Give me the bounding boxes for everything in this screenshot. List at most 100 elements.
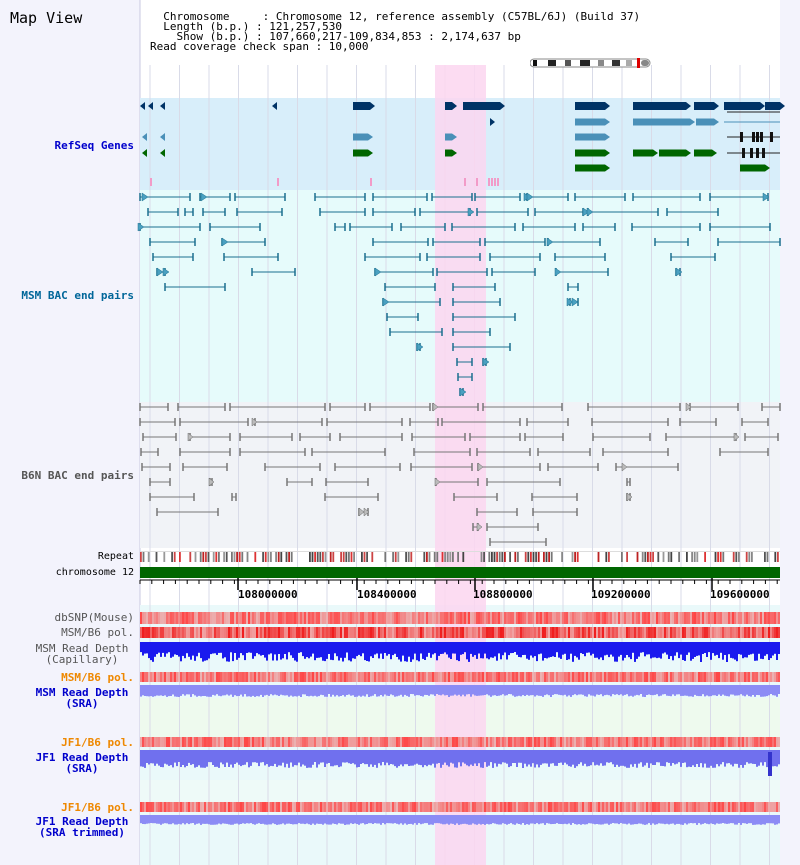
depth-bar bbox=[654, 750, 656, 765]
repeat-mark bbox=[446, 552, 449, 562]
heat-cell bbox=[150, 672, 152, 682]
depth-bar bbox=[236, 642, 238, 660]
heat-cell bbox=[366, 802, 368, 812]
heat-cell bbox=[322, 802, 324, 812]
heat-cell bbox=[402, 612, 404, 624]
depth-bar bbox=[384, 642, 386, 653]
heat-cell bbox=[558, 612, 560, 624]
label-jf1-depth-sra[interactable]: JF1 Read Depth (SRA) bbox=[35, 751, 129, 775]
heat-cell bbox=[712, 627, 714, 638]
depth-bar bbox=[478, 815, 480, 824]
depth-bar bbox=[174, 685, 176, 697]
depth-bar bbox=[620, 642, 622, 655]
heat-cell bbox=[500, 737, 502, 747]
depth-bar bbox=[710, 750, 712, 766]
depth-bar bbox=[420, 815, 422, 825]
depth-bar bbox=[506, 685, 508, 696]
heat-cell bbox=[238, 672, 240, 682]
label-dbsnp[interactable]: dbSNP(Mouse) bbox=[54, 611, 134, 624]
heat-cell bbox=[394, 627, 396, 638]
heat-cell bbox=[734, 802, 736, 812]
depth-bar bbox=[506, 642, 508, 660]
gene-arrow bbox=[690, 118, 695, 126]
depth-bar bbox=[242, 685, 244, 697]
heat-cell bbox=[320, 612, 322, 624]
heat-cell bbox=[294, 737, 296, 747]
depth-bar bbox=[500, 685, 502, 696]
heat-cell bbox=[154, 627, 156, 638]
label-msm-depth-sra[interactable]: MSM Read Depth (SRA) bbox=[35, 686, 129, 710]
depth-bar bbox=[302, 750, 304, 765]
label-refseq-genes[interactable]: RefSeq Genes bbox=[54, 139, 134, 152]
depth-bar bbox=[684, 750, 686, 763]
heat-cell bbox=[454, 627, 456, 638]
heat-cell bbox=[288, 612, 290, 624]
repeat-mark bbox=[215, 552, 218, 562]
heat-cell bbox=[166, 672, 168, 682]
depth-bar bbox=[512, 685, 514, 696]
depth-bar bbox=[480, 815, 482, 825]
depth-bar bbox=[532, 642, 534, 658]
heat-cell bbox=[568, 802, 570, 812]
depth-bar bbox=[668, 642, 670, 659]
heat-cell bbox=[374, 627, 376, 638]
depth-bar bbox=[624, 685, 626, 695]
depth-bar bbox=[614, 750, 616, 767]
heat-cell bbox=[692, 737, 694, 747]
repeat-mark bbox=[423, 552, 426, 562]
depth-bar bbox=[140, 642, 142, 653]
heat-cell bbox=[526, 672, 528, 682]
heat-cell bbox=[194, 612, 196, 624]
repeat-mark bbox=[332, 552, 335, 562]
depth-bar bbox=[194, 685, 196, 696]
heat-cell bbox=[756, 612, 758, 624]
heat-cell bbox=[508, 737, 510, 747]
heat-cell bbox=[210, 802, 212, 812]
depth-bar bbox=[374, 815, 376, 824]
depth-bar bbox=[724, 685, 726, 696]
depth-bar bbox=[460, 750, 462, 767]
depth-bar bbox=[698, 750, 700, 767]
heat-cell bbox=[604, 627, 606, 638]
depth-bar bbox=[340, 642, 342, 658]
heat-cell bbox=[378, 627, 380, 638]
depth-bar bbox=[420, 750, 422, 766]
heat-cell bbox=[678, 737, 680, 747]
label-jf1-b6-pol-2[interactable]: JF1/B6 pol. bbox=[61, 801, 134, 814]
depth-bar bbox=[346, 685, 348, 695]
repeat-mark bbox=[571, 552, 574, 562]
chromosome-ideogram[interactable] bbox=[529, 53, 652, 68]
label-jf1-depth-trimmed[interactable]: JF1 Read Depth (SRA trimmed) bbox=[35, 815, 129, 839]
label-b6n-bac[interactable]: B6N BAC end pairs bbox=[21, 469, 134, 482]
label-msm-b6-pol[interactable]: MSM/B6 pol. bbox=[61, 626, 134, 639]
label-msm-depth-capillary[interactable]: MSM Read Depth (Capillary) bbox=[35, 642, 129, 666]
heat-cell bbox=[656, 672, 658, 682]
label-msm-b6-pol-2[interactable]: MSM/B6 pol. bbox=[61, 671, 134, 684]
heat-cell bbox=[572, 802, 574, 812]
repeat-mark bbox=[641, 552, 644, 562]
heat-cell bbox=[684, 612, 686, 624]
heat-cell bbox=[720, 737, 722, 747]
depth-bar bbox=[664, 685, 666, 695]
heat-cell bbox=[222, 737, 224, 747]
depth-bar bbox=[170, 685, 172, 696]
label-msm-bac[interactable]: MSM BAC end pairs bbox=[21, 289, 134, 302]
label-jf1-b6-pol[interactable]: JF1/B6 pol. bbox=[61, 736, 134, 749]
heat-cell bbox=[234, 627, 236, 638]
heat-cell bbox=[474, 627, 476, 638]
depth-bar bbox=[416, 750, 418, 764]
depth-bar bbox=[332, 642, 334, 661]
heat-cell bbox=[436, 612, 438, 624]
depth-bar bbox=[162, 642, 164, 653]
depth-bar bbox=[266, 815, 268, 825]
heat-cell bbox=[332, 612, 334, 624]
depth-bar bbox=[652, 750, 654, 765]
heat-cell bbox=[182, 737, 184, 747]
heat-cell bbox=[564, 802, 566, 812]
depth-bar bbox=[502, 642, 504, 656]
heat-cell bbox=[586, 612, 588, 624]
heat-cell bbox=[176, 612, 178, 624]
depth-bar bbox=[254, 685, 256, 697]
heat-cell bbox=[198, 612, 200, 624]
